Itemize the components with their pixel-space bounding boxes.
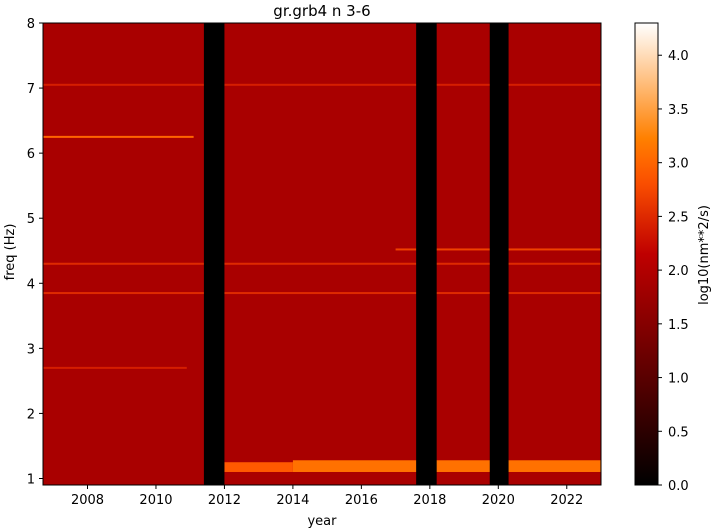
spectral-line — [43, 366, 187, 369]
colorbar-tick-label: 3.5 — [668, 103, 689, 118]
colorbar-tick-label: 1.0 — [668, 372, 689, 387]
colorbar-tick-label: 0.5 — [668, 425, 689, 440]
colorbar-gradient — [634, 22, 659, 486]
colorbar: 0.0 0.5 1.0 1.5 2.0 2.5 3.0 3.5 4.0 — [634, 22, 689, 494]
spectral-line — [43, 262, 601, 265]
spectral-line — [43, 135, 194, 138]
spectral-line — [43, 83, 601, 86]
y-tick-label: 7 — [27, 82, 35, 97]
data-gap — [203, 23, 225, 485]
x-tick-label: 2022 — [550, 493, 583, 508]
x-tick-label: 2012 — [208, 493, 241, 508]
chart-title: gr.grb4 n 3-6 — [273, 2, 370, 20]
colorbar-tick-label: 1.5 — [668, 318, 689, 333]
x-tick-label: 2018 — [413, 493, 446, 508]
x-tick-label: 2014 — [276, 493, 309, 508]
x-tick-label: 2016 — [345, 493, 378, 508]
y-tick-label: 5 — [27, 212, 35, 227]
x-axis-label: year — [307, 514, 337, 529]
y-tick-label: 8 — [27, 17, 35, 32]
colorbar-tick-label: 2.5 — [668, 210, 689, 225]
colorbar-label: log10(nm**2/s) — [697, 205, 712, 305]
colorbar-tick-label: 0.0 — [668, 479, 689, 494]
x-tick-label: 2010 — [139, 493, 172, 508]
y-axis-label: freq (Hz) — [3, 224, 18, 281]
colorbar-tick-label: 2.0 — [668, 264, 689, 279]
x-tick-label: 2020 — [482, 493, 515, 508]
energy-band — [224, 462, 293, 472]
y-tick-label: 1 — [27, 472, 35, 487]
y-tick-label: 4 — [27, 277, 35, 292]
plot-area — [43, 23, 601, 485]
y-axis: 1 2 3 4 5 6 7 8 — [27, 17, 43, 487]
y-tick-label: 2 — [27, 407, 35, 422]
colorbar-tick-label: 3.0 — [668, 157, 689, 172]
y-tick-label: 3 — [27, 342, 35, 357]
x-tick-label: 2008 — [71, 493, 104, 508]
energy-band — [292, 460, 601, 472]
heatmap-background — [43, 23, 601, 485]
x-axis: 2008 2010 2012 2014 2016 2018 2020 2022 — [71, 485, 583, 508]
colorbar-tick-label: 4.0 — [668, 49, 689, 64]
data-gap — [489, 23, 509, 485]
spectral-line — [43, 292, 601, 295]
data-gap — [416, 23, 437, 485]
plot-frame — [42, 22, 602, 486]
y-tick-label: 6 — [27, 147, 35, 162]
